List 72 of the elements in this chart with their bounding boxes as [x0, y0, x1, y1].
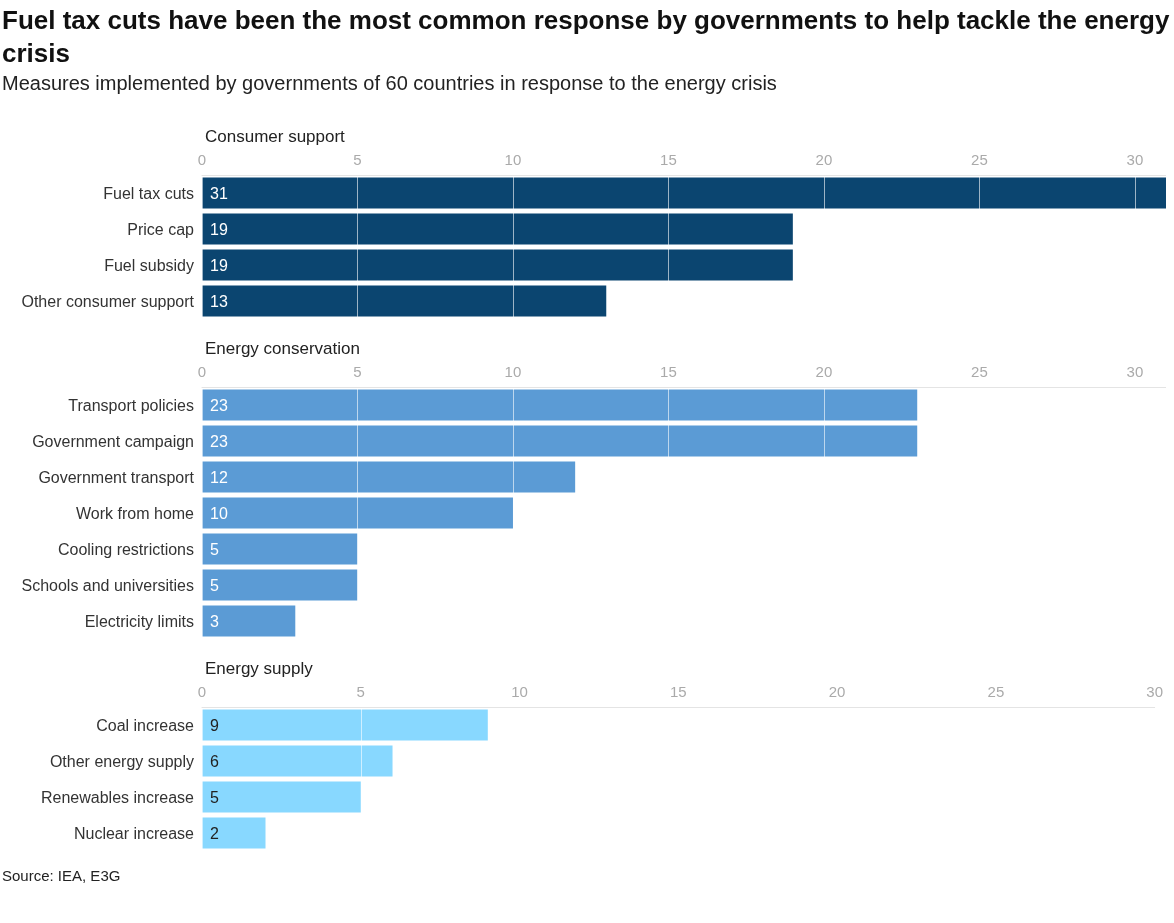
x-tick-label: 0	[197, 151, 207, 168]
y-tick-label: Work from home	[76, 504, 195, 522]
bar	[202, 425, 918, 457]
x-tick-label: 20	[815, 151, 833, 168]
data-label: 6	[210, 752, 219, 770]
bar	[202, 745, 393, 777]
x-tick-label: 0	[197, 363, 207, 380]
y-tick-label: Price cap	[127, 220, 195, 238]
bar	[202, 817, 266, 849]
x-tick-label: 30	[1126, 363, 1144, 380]
data-label: 19	[210, 220, 228, 238]
data-label: 3	[210, 612, 219, 630]
x-tick-label: 10	[504, 151, 522, 168]
bar	[202, 569, 358, 601]
data-label: 23	[210, 396, 228, 414]
bar	[202, 389, 918, 421]
x-tick-label: 5	[356, 683, 365, 700]
x-tick-label: 5	[353, 151, 362, 168]
bar	[202, 461, 576, 493]
data-label: 13	[210, 292, 228, 310]
bar	[202, 249, 793, 281]
bar	[202, 497, 513, 529]
data-label: 19	[210, 256, 228, 274]
bar	[202, 605, 296, 637]
x-tick-label: 0	[197, 683, 207, 700]
y-tick-label: Fuel subsidy	[104, 256, 194, 274]
x-tick-label: 15	[669, 683, 687, 700]
data-label: 10	[210, 504, 228, 522]
bar	[202, 533, 358, 565]
x-tick-label: 25	[971, 151, 988, 168]
data-label: 2	[210, 824, 219, 842]
y-tick-label: Nuclear increase	[73, 824, 195, 842]
x-axis-title: Consumer support	[205, 127, 346, 146]
x-tick-label: 25	[971, 363, 988, 380]
x-axis-title: Energy conservation	[205, 339, 360, 358]
y-tick-label: Cooling restrictions	[57, 540, 194, 558]
x-tick-label: 15	[660, 151, 677, 168]
y-tick-label: Schools and universities	[21, 576, 194, 594]
x-axis-title: Energy supply	[205, 659, 314, 678]
data-label: 5	[210, 540, 219, 558]
x-tick-label: 10	[511, 683, 528, 700]
x-tick-label: 20	[828, 683, 846, 700]
bar	[202, 213, 793, 245]
source-note: Source: IEA, E3G	[1, 866, 122, 886]
y-tick-label: Other energy supply	[49, 752, 194, 770]
x-tick-label: 30	[1146, 683, 1163, 700]
chart-subtitle: Measures implemented by governments of 60 countries in response to the energy crisis	[1, 71, 778, 96]
x-tick-label: 5	[353, 363, 362, 380]
data-label: 23	[210, 432, 228, 450]
y-tick-label: Renewables increase	[41, 788, 195, 806]
data-label: 5	[210, 576, 219, 594]
x-tick-label: 20	[815, 363, 833, 380]
x-tick-label: 15	[660, 363, 677, 380]
bar	[202, 177, 1166, 209]
y-tick-label: Other consumer support	[21, 292, 195, 310]
bar	[202, 781, 361, 813]
bar	[202, 709, 488, 741]
data-label: 5	[210, 788, 219, 806]
data-label: 31	[210, 184, 228, 202]
y-tick-label: Coal increase	[96, 716, 195, 734]
x-tick-label: 10	[504, 363, 522, 380]
data-label: 9	[210, 716, 219, 734]
y-tick-label: Transport policies	[68, 396, 194, 414]
y-tick-label: Fuel tax cuts	[103, 184, 194, 202]
y-tick-label: Government campaign	[32, 432, 194, 450]
y-tick-label: Electricity limits	[84, 612, 194, 630]
data-label: 12	[210, 468, 228, 486]
x-tick-label: 25	[987, 683, 1005, 700]
chart-title: Fuel tax cuts have been the most common response by governments to help tackle the energy crisis	[1, 4, 1171, 70]
bar	[202, 285, 607, 317]
y-tick-label: Government transport	[38, 468, 195, 486]
x-tick-label: 30	[1126, 151, 1144, 168]
